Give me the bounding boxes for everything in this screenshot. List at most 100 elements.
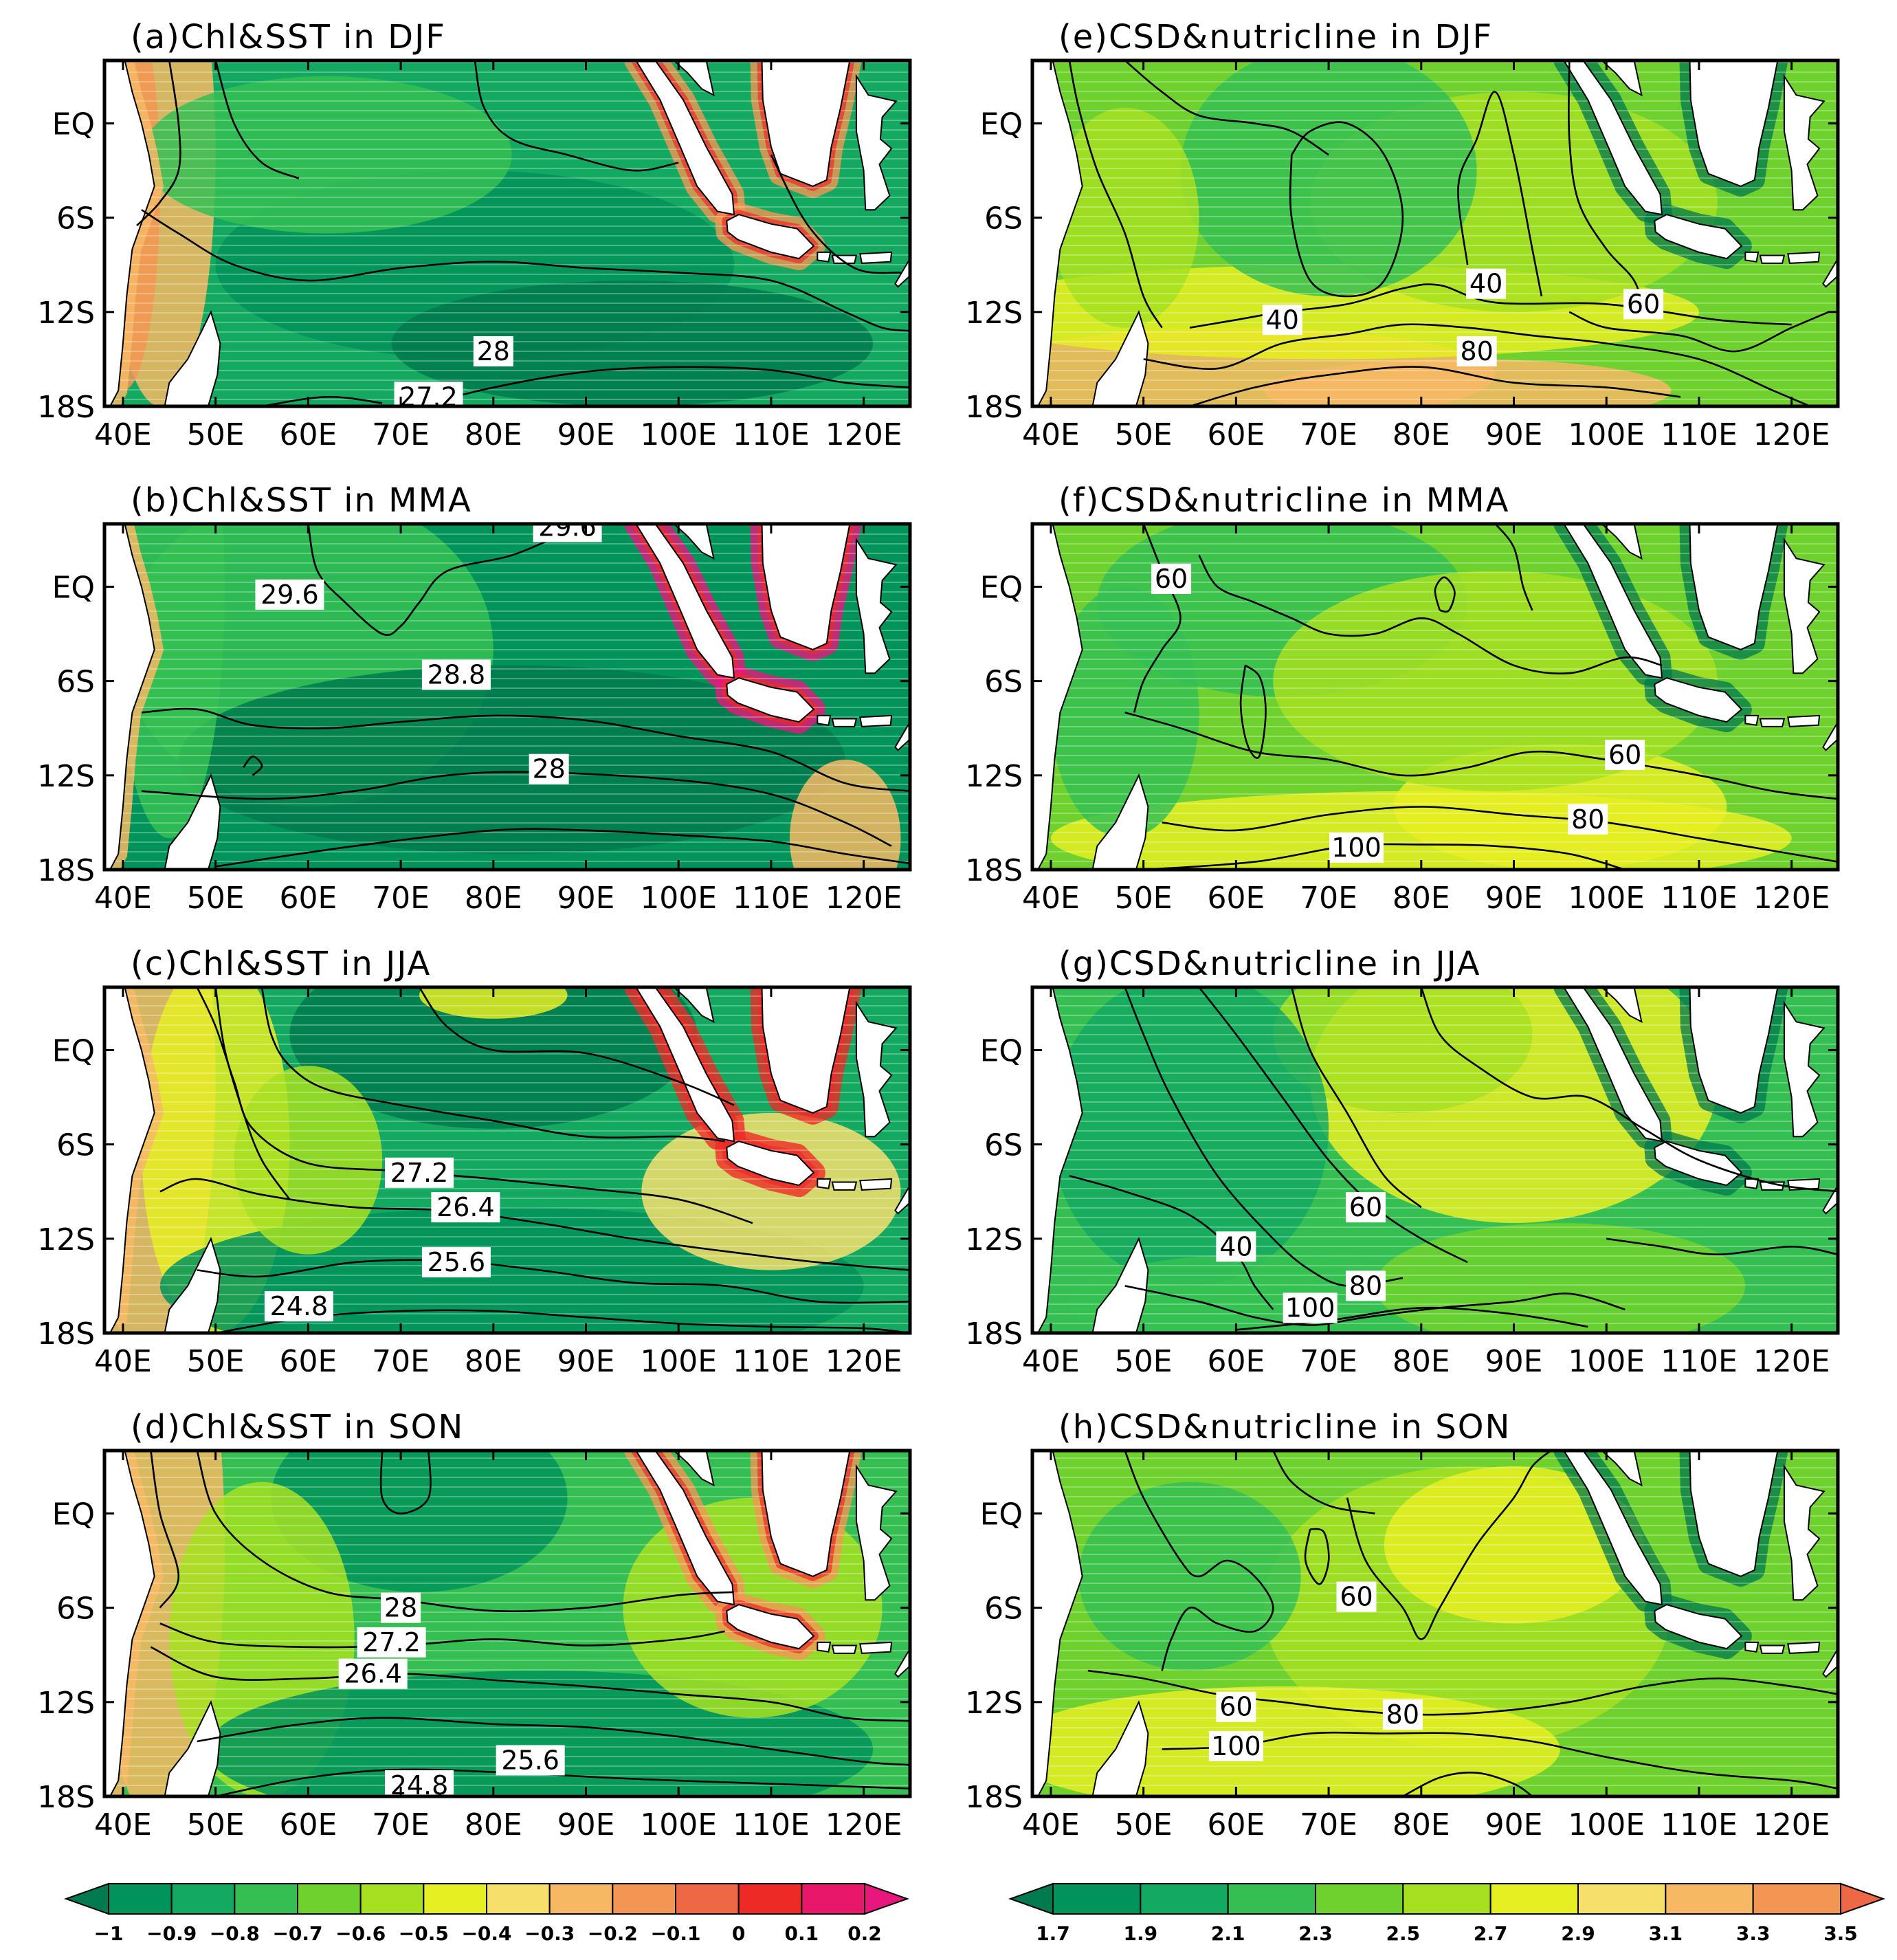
contour-label-box bbox=[264, 1291, 333, 1322]
land-madagascar bbox=[164, 1237, 221, 1333]
land-africa bbox=[1032, 1451, 1083, 1796]
contour-label-text: 24.8 bbox=[270, 1291, 329, 1321]
land-java bbox=[726, 214, 815, 260]
contour-label-box bbox=[421, 1247, 491, 1278]
colorbar-swatch bbox=[1665, 1883, 1754, 1915]
contour-label-text: 40 bbox=[1266, 305, 1299, 335]
contour-label: 100 bbox=[1208, 1730, 1263, 1761]
x-tick-label: 50E bbox=[1115, 417, 1173, 452]
x-tick-label: 110E bbox=[1661, 881, 1738, 916]
contour-line bbox=[1068, 60, 1163, 329]
y-tick-label: 12S bbox=[965, 1222, 1023, 1257]
land-sulawesi bbox=[855, 537, 898, 674]
contour-label-box bbox=[1216, 1231, 1256, 1262]
colorbar-label: 3.1 bbox=[1649, 1922, 1683, 1945]
land-malaya bbox=[673, 524, 715, 560]
contour-label-box bbox=[1345, 1192, 1386, 1223]
land-timor bbox=[1822, 1184, 1838, 1215]
land-madagascar bbox=[1091, 773, 1149, 870]
land-timor bbox=[1822, 1647, 1838, 1678]
contour-line bbox=[1346, 1451, 1552, 1640]
x-tick-label: 60E bbox=[279, 881, 337, 916]
contour-line bbox=[1236, 1306, 1588, 1331]
contour-label-box bbox=[1382, 1699, 1423, 1730]
contour-label: 80 bbox=[1345, 1270, 1386, 1301]
contour-line bbox=[1494, 524, 1533, 611]
x-tick-label: 50E bbox=[1115, 881, 1173, 916]
contour-line bbox=[243, 756, 263, 776]
contour-label-box bbox=[1466, 268, 1507, 299]
colorbar-label: −1 bbox=[94, 1922, 124, 1945]
contour-line bbox=[1189, 366, 1681, 406]
panel-frame bbox=[102, 985, 912, 1335]
land-bali bbox=[817, 251, 832, 263]
x-tick-label: 40E bbox=[1022, 1807, 1080, 1842]
land-java bbox=[1654, 214, 1743, 260]
x-tick-label: 60E bbox=[1207, 417, 1265, 452]
land-africa bbox=[1032, 524, 1083, 870]
land-java bbox=[726, 1604, 815, 1650]
colorbar-swatch bbox=[1577, 1883, 1667, 1915]
contour-label-text: 60 bbox=[1219, 1692, 1252, 1722]
land-madagascar bbox=[164, 310, 221, 406]
contour-line bbox=[141, 209, 910, 332]
land-lesser1 bbox=[1759, 718, 1786, 727]
colorbar-label: −0.9 bbox=[146, 1922, 197, 1945]
land-borneo bbox=[761, 524, 851, 650]
x-tick-label: 90E bbox=[557, 1344, 615, 1379]
contour-line bbox=[1143, 843, 1626, 870]
contour-label-box bbox=[431, 1192, 500, 1223]
x-tick-label: 100E bbox=[640, 417, 717, 452]
y-tick-label: 12S bbox=[965, 759, 1023, 794]
x-tick-label: 110E bbox=[733, 881, 810, 916]
contour-line bbox=[1457, 91, 1543, 297]
contour-label-box bbox=[394, 382, 463, 406]
land-sumatra bbox=[1563, 987, 1663, 1143]
y-tick-label: 6S bbox=[56, 1592, 95, 1627]
contour-label: 28 bbox=[529, 753, 569, 784]
land-lesser1 bbox=[1759, 1644, 1786, 1654]
contour-label-text: 80 bbox=[1386, 1699, 1419, 1730]
x-tick-label: 60E bbox=[1207, 1807, 1265, 1842]
panel-b-field: 29.6 29.6 28.8 28 bbox=[104, 524, 910, 870]
y-tick-label: 6S bbox=[56, 201, 95, 236]
land-java bbox=[726, 677, 815, 723]
panel-f-field: 60 60 80 100 bbox=[1032, 524, 1838, 870]
land-malaya bbox=[1601, 60, 1643, 97]
land-timor bbox=[894, 1647, 910, 1678]
x-tick-label: 50E bbox=[187, 881, 245, 916]
panel-d: 28 27.226.4 25.6 24.8 (d)Chl&SST in SON 40E 50… bbox=[37, 1408, 912, 1842]
x-tick-label: 40E bbox=[94, 1344, 152, 1379]
x-tick-label: 40E bbox=[94, 417, 152, 452]
x-tick-label: 50E bbox=[1115, 1344, 1173, 1379]
contour-line bbox=[1124, 1285, 1626, 1326]
contour-line bbox=[1124, 1451, 1274, 1671]
colorbar-arrow-low bbox=[1008, 1882, 1054, 1915]
contour-label: 24.8 bbox=[264, 1291, 333, 1322]
x-tick-label: 70E bbox=[372, 881, 430, 916]
contour-label-box bbox=[1262, 305, 1302, 335]
x-tick-label: 40E bbox=[1022, 417, 1080, 452]
contour-label-box bbox=[1336, 1581, 1377, 1612]
land-lesser2 bbox=[1787, 1641, 1821, 1654]
y-tick-label: EQ bbox=[52, 570, 95, 605]
contour-label-text: 80 bbox=[1349, 1270, 1382, 1301]
x-tick-label: 90E bbox=[1485, 881, 1543, 916]
contour-line bbox=[1304, 1528, 1330, 1585]
contour-line bbox=[1434, 576, 1456, 613]
contour-label-box bbox=[1456, 335, 1497, 366]
land-malaya bbox=[1601, 524, 1643, 560]
contour-label: 27.2 bbox=[357, 1627, 426, 1658]
colorbar-swatch bbox=[423, 1883, 487, 1915]
land-africa bbox=[1032, 60, 1083, 406]
colorbar-swatch bbox=[486, 1883, 551, 1915]
contour-line bbox=[1143, 323, 1811, 406]
y-tick-label: 6S bbox=[984, 1128, 1023, 1163]
contour-label-text: 25.6 bbox=[501, 1745, 559, 1775]
land-sulawesi bbox=[855, 74, 898, 211]
land-borneo bbox=[1689, 987, 1779, 1114]
x-tick-label: 50E bbox=[1115, 1807, 1173, 1842]
land-borneo bbox=[761, 60, 851, 187]
colorbar-label: 1.7 bbox=[1036, 1922, 1070, 1945]
